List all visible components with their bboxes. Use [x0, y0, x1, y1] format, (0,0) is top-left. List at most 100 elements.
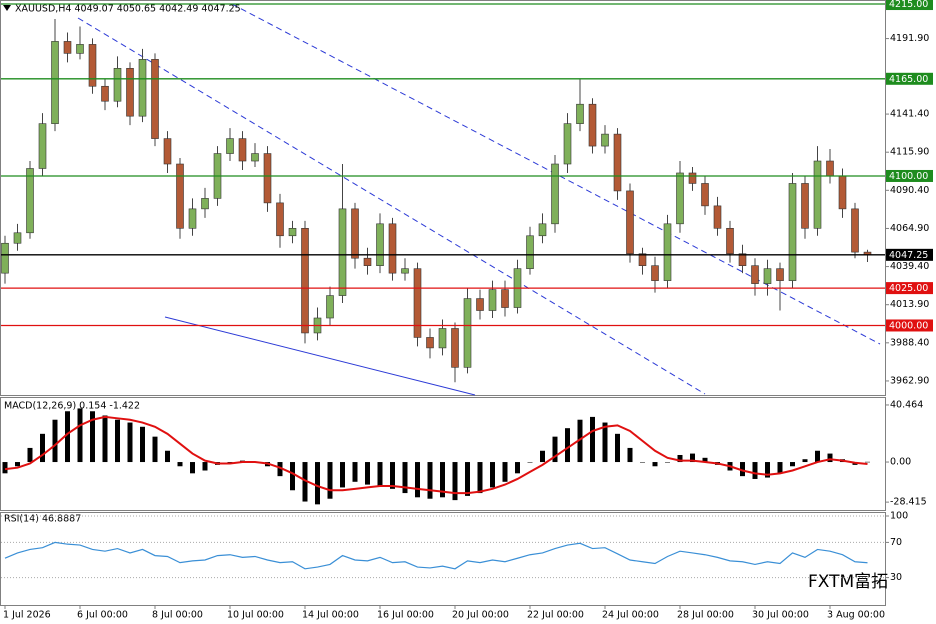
- macd-bar: [27, 447, 33, 463]
- macd-bar: [127, 422, 133, 463]
- macd-bar: [515, 462, 520, 474]
- candle-body: [113, 68, 122, 102]
- candle-body: [563, 123, 572, 165]
- macd-bar: [552, 436, 558, 463]
- macd-bar: [90, 411, 95, 463]
- candle-body: [763, 268, 772, 284]
- x-tick-label: 30 Jul 00:00: [752, 610, 809, 621]
- candle-body: [151, 59, 159, 139]
- macd-bar: [540, 450, 545, 463]
- candle-body: [263, 153, 272, 204]
- x-tick-label: 3 Aug 00:00: [827, 610, 885, 621]
- macd-bar: [765, 462, 770, 478]
- macd-bar: [740, 462, 745, 477]
- candle-body: [301, 227, 309, 334]
- macd-bar: [502, 462, 508, 482]
- panel-borders: [0, 0, 886, 606]
- macd-bar: [602, 422, 608, 463]
- macd-panel: [0, 397, 886, 511]
- chart-title: XAUUSD,H4 4049.07 4050.65 4042.49 4047.2…: [15, 4, 241, 15]
- candle-body: [338, 208, 347, 296]
- macd-bar: [652, 462, 658, 467]
- candle-body: [188, 208, 197, 229]
- x-tick-label: 1 Jul 2026: [3, 610, 51, 621]
- macd-bar: [865, 461, 870, 463]
- macd-bar: [277, 462, 283, 477]
- candle-body: [138, 59, 147, 117]
- candle-body: [626, 190, 634, 255]
- macd-bar: [377, 462, 383, 487]
- macd-bar: [802, 459, 808, 463]
- macd-bar: [140, 426, 145, 463]
- macd-bar: [427, 462, 433, 499]
- macd-bar: [190, 462, 195, 474]
- candle-body: [463, 298, 472, 368]
- level-label: 4047.25: [889, 250, 928, 261]
- level-label: 4100.00: [889, 171, 928, 182]
- macd-bar: [115, 419, 120, 463]
- macd-bar: [52, 419, 58, 463]
- macd-bar: [440, 462, 445, 498]
- watermark: FXTM富拓: [808, 572, 888, 592]
- candle-body: [363, 257, 372, 266]
- level-label: 4165.00: [889, 74, 928, 85]
- y-tick-label: 3988.40: [890, 337, 929, 348]
- candle-body: [476, 298, 484, 311]
- candle-body: [651, 265, 659, 281]
- candle-body: [663, 223, 672, 281]
- x-tick-label: 8 Jul 00:00: [152, 610, 203, 621]
- trendline: [164, 316, 476, 396]
- y-tick-label: 30: [890, 572, 902, 583]
- y-tick-label: 0.00: [890, 457, 911, 468]
- x-tick-label: 22 Jul 00:00: [527, 610, 584, 621]
- x-tick-label: 6 Jul 00:00: [77, 610, 128, 621]
- macd-bar: [302, 462, 308, 502]
- macd-bar: [340, 462, 345, 488]
- candle-body: [201, 198, 209, 210]
- candle-body: [413, 268, 422, 338]
- macd-bar: [152, 436, 158, 463]
- candle-body: [638, 253, 647, 266]
- candle-body: [276, 202, 284, 237]
- macd-bar: [640, 462, 645, 463]
- candle-body: [551, 163, 559, 225]
- macd-bar: [327, 462, 333, 499]
- candle-body: [801, 183, 809, 229]
- macd-bar: [827, 453, 833, 463]
- candle-body: [376, 223, 384, 266]
- candle-body: [101, 85, 109, 102]
- candle-body: [813, 160, 822, 229]
- macd-bar: [777, 462, 783, 474]
- candle-body: [688, 172, 697, 184]
- macd-bar: [77, 408, 83, 463]
- candle-body: [38, 123, 47, 169]
- candle-body: [526, 235, 534, 269]
- candle-body: [588, 103, 597, 147]
- rsi-panel: [0, 512, 886, 606]
- y-tick-label: 4064.90: [890, 223, 929, 234]
- macd-bar: [40, 433, 45, 463]
- candle-body: [251, 153, 259, 162]
- rsi-title: RSI(14) 46.8887: [4, 514, 81, 525]
- candle-body: [176, 163, 184, 229]
- y-tick-label: 4191.90: [890, 33, 929, 44]
- level-label-box: [886, 319, 933, 332]
- macd-bar: [15, 462, 20, 467]
- rsi-line: [4, 541, 868, 570]
- y-tick-label: 4115.90: [890, 147, 929, 158]
- macd-bar: [227, 462, 233, 463]
- level-label-box: [886, 248, 933, 261]
- candle-body: [726, 227, 734, 255]
- signal-line: [4, 415, 868, 495]
- candle-body: [701, 183, 709, 207]
- macd-bar: [2, 462, 8, 474]
- candle-body: [451, 328, 459, 368]
- candle-body: [351, 208, 359, 259]
- macd-bar: [290, 462, 295, 491]
- candle-body: [51, 41, 59, 124]
- dropdown-icon[interactable]: [3, 5, 11, 11]
- level-label-box: [886, 72, 933, 85]
- candle-body: [163, 138, 172, 165]
- candle-body: [826, 160, 834, 177]
- candle-body: [613, 133, 622, 192]
